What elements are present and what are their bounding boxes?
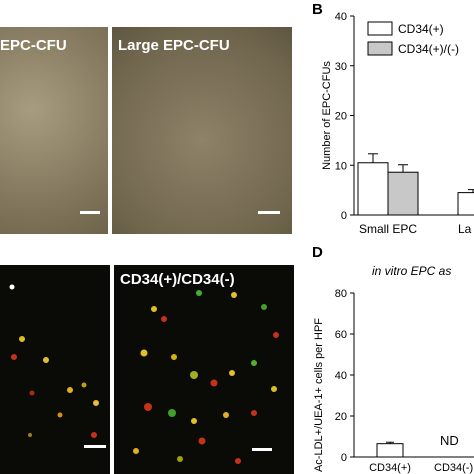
micrograph-small-epc-cfu: EPC-CFU bbox=[0, 27, 108, 234]
scale-bar bbox=[84, 445, 106, 448]
y-tick-label: 20 bbox=[335, 411, 347, 423]
bar-chart-epc-cfus: 0 10 20 30 40 Number of EPC-CFUs Small EPC La C… bbox=[321, 11, 474, 236]
fluorescence-image-cd34-mixed: CD34(+)/CD34(-) bbox=[114, 265, 294, 474]
panel-letter-d: D bbox=[312, 244, 323, 261]
y-tick-label: 0 bbox=[341, 210, 347, 222]
x-tick-label: CD34(-) bbox=[434, 462, 473, 474]
y-tick-label: 60 bbox=[335, 329, 347, 341]
y-axis-label: Ac-LDL+/UEA-1+ cells per HPF bbox=[313, 318, 325, 472]
x-tick-label: La bbox=[458, 222, 472, 236]
fluorescent-cells-left bbox=[9, 284, 99, 438]
scale-bar bbox=[252, 448, 272, 451]
legend-swatch bbox=[367, 21, 393, 36]
not-detected-label: ND bbox=[440, 433, 459, 448]
y-tick-label: 10 bbox=[335, 160, 347, 172]
y-tick-label: 80 bbox=[335, 288, 347, 300]
chart-title: in vitro EPC as bbox=[372, 264, 452, 278]
scale-bar bbox=[80, 211, 100, 214]
y-tick-label: 40 bbox=[335, 370, 347, 382]
micrograph-label: CD34(+)/CD34(-) bbox=[120, 271, 235, 288]
y-tick-label: 0 bbox=[341, 452, 347, 464]
bar bbox=[357, 162, 389, 216]
legend-swatch bbox=[367, 41, 393, 56]
y-axis-label: Number of EPC-CFUs bbox=[321, 61, 333, 170]
y-tick-label: 40 bbox=[335, 11, 347, 23]
legend-label: CD34(+)/(-) bbox=[398, 42, 459, 56]
micrograph-large-epc-cfu: Large EPC-CFU bbox=[112, 27, 292, 234]
fluorescence-image-left bbox=[0, 265, 110, 474]
bar bbox=[387, 171, 419, 216]
bar bbox=[457, 192, 474, 216]
y-tick-label: 30 bbox=[335, 61, 347, 73]
bar-chart-cells-per-hpf: 0 20 40 60 80 Ac-LDL+/UEA-1+ cells per HPF CD3… bbox=[313, 288, 474, 474]
micrograph-label: EPC-CFU bbox=[0, 37, 67, 54]
x-tick-label: CD34(+) bbox=[369, 462, 411, 474]
micrograph-label: Large EPC-CFU bbox=[118, 37, 230, 54]
fluorescent-cells-right bbox=[133, 290, 279, 464]
x-tick-label: Small EPC bbox=[359, 222, 417, 236]
y-tick-label: 20 bbox=[335, 111, 347, 123]
scale-bar bbox=[258, 211, 280, 214]
bar bbox=[376, 443, 404, 458]
legend-label: CD34(+) bbox=[398, 22, 444, 36]
panel-letter-b: B bbox=[312, 1, 323, 18]
